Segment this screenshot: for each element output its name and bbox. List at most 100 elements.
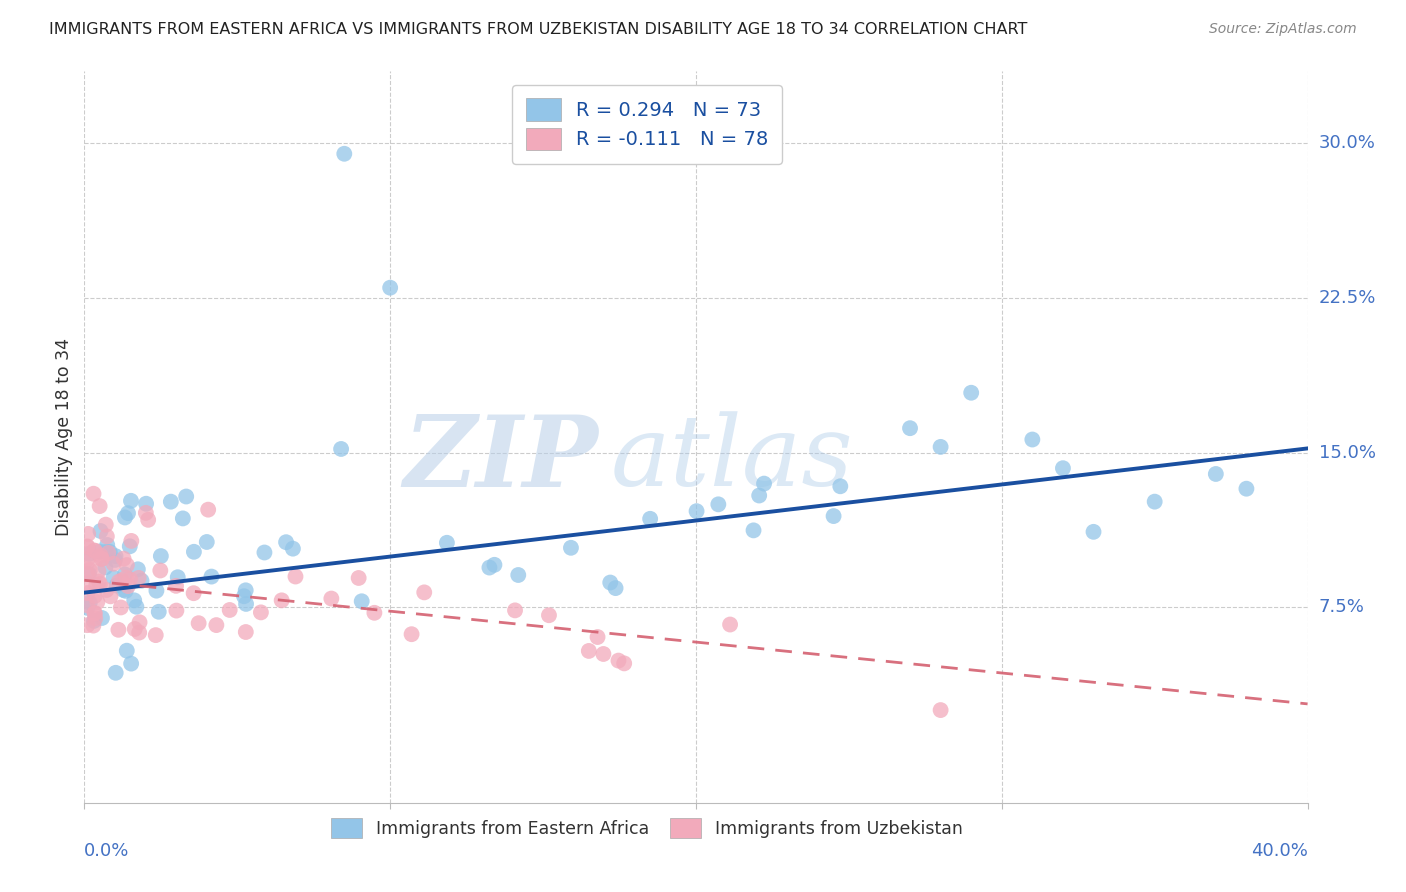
Point [508, 568, 530, 582]
Point [131, 574, 153, 588]
Point [122, 593, 145, 607]
Point [413, 585, 436, 599]
Point [94, 560, 117, 574]
Point [76, 540, 98, 554]
Point [200, 569, 222, 583]
Point [830, 479, 852, 493]
Point [607, 654, 630, 668]
Point [128, 571, 150, 585]
Text: Source: ZipAtlas.com: Source: ZipAtlas.com [1209, 22, 1357, 37]
Point [183, 586, 205, 600]
Point [149, 564, 172, 578]
Y-axis label: Disability Age 18 to 34: Disability Age 18 to 34 [55, 338, 73, 536]
Point [136, 513, 159, 527]
Point [401, 627, 423, 641]
Text: 15.0%: 15.0% [1319, 443, 1375, 461]
Point [592, 647, 614, 661]
Point [1143, 494, 1166, 508]
Point [90, 549, 112, 563]
Point [83, 607, 105, 621]
Point [104, 665, 127, 680]
Point [165, 579, 187, 593]
Point [115, 571, 138, 585]
Point [718, 617, 741, 632]
Point [235, 597, 257, 611]
Point [84, 544, 107, 558]
Point [145, 628, 167, 642]
Point [250, 606, 273, 620]
Point [83, 589, 105, 603]
Point [76, 540, 98, 554]
Point [586, 630, 609, 644]
Point [333, 146, 356, 161]
Point [107, 623, 129, 637]
Point [87, 574, 110, 589]
Point [165, 604, 187, 618]
Point [270, 593, 292, 607]
Point [120, 572, 142, 586]
Text: 0.0%: 0.0% [84, 842, 129, 860]
Point [96, 582, 118, 597]
Point [478, 560, 501, 574]
Point [77, 566, 100, 581]
Point [929, 703, 952, 717]
Text: atlas: atlas [610, 411, 853, 507]
Point [197, 502, 219, 516]
Point [484, 558, 506, 572]
Point [76, 618, 98, 632]
Point [350, 594, 373, 608]
Point [1021, 433, 1043, 447]
Point [823, 509, 845, 524]
Text: 40.0%: 40.0% [1251, 842, 1308, 860]
Text: 7.5%: 7.5% [1319, 598, 1365, 616]
Point [578, 644, 600, 658]
Point [79, 563, 101, 577]
Point [83, 543, 105, 558]
Point [284, 569, 307, 583]
Point [1236, 482, 1258, 496]
Point [120, 657, 142, 671]
Point [76, 576, 98, 591]
Point [117, 506, 139, 520]
Point [91, 611, 114, 625]
Point [1205, 467, 1227, 481]
Point [172, 511, 194, 525]
Point [90, 552, 112, 566]
Point [76, 555, 98, 569]
Point [929, 440, 952, 454]
Point [274, 535, 297, 549]
Point [104, 549, 127, 563]
Point [112, 551, 135, 566]
Point [115, 558, 138, 572]
Point [599, 575, 621, 590]
Point [685, 504, 707, 518]
Point [84, 611, 107, 625]
Point [166, 570, 188, 584]
Point [613, 657, 636, 671]
Point [560, 541, 582, 555]
Point [103, 571, 125, 585]
Point [96, 529, 118, 543]
Point [205, 618, 228, 632]
Point [76, 599, 98, 613]
Point [94, 545, 117, 559]
Point [128, 625, 150, 640]
Point [87, 564, 110, 578]
Point [1052, 461, 1074, 475]
Point [145, 583, 167, 598]
Point [118, 539, 141, 553]
Point [281, 541, 304, 556]
Point [110, 600, 132, 615]
Point [503, 603, 526, 617]
Point [89, 544, 111, 558]
Point [89, 577, 111, 591]
Point [114, 510, 136, 524]
Point [128, 615, 150, 630]
Point [347, 571, 370, 585]
Point [605, 581, 627, 595]
Point [233, 589, 256, 603]
Point [436, 536, 458, 550]
Point [89, 499, 111, 513]
Point [898, 421, 921, 435]
Text: IMMIGRANTS FROM EASTERN AFRICA VS IMMIGRANTS FROM UZBEKISTAN DISABILITY AGE 18 T: IMMIGRANTS FROM EASTERN AFRICA VS IMMIGR… [49, 22, 1028, 37]
